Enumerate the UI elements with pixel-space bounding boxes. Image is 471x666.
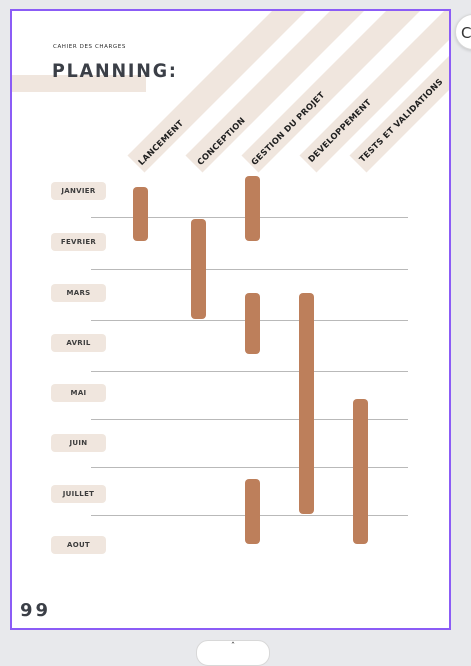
gridline — [91, 371, 408, 372]
gantt-bar-gestion-du-projet — [245, 479, 260, 544]
gridline — [91, 467, 408, 468]
month-label-mars: MARS — [51, 284, 106, 302]
title-band — [12, 75, 146, 92]
month-label-mai: MAI — [51, 384, 106, 402]
page-title: PLANNING: — [52, 60, 178, 82]
gridline — [91, 269, 408, 270]
month-label-avril: AVRIL — [51, 334, 106, 352]
gantt-bar-conception — [191, 219, 206, 319]
month-label-aout: AOUT — [51, 536, 106, 554]
gantt-bar-gestion-du-projet — [245, 176, 260, 241]
gantt-bar-lancement — [133, 187, 148, 241]
month-label-juin: JUIN — [51, 434, 106, 452]
month-label-janvier: JANVIER — [51, 182, 106, 200]
document-subtitle: CAHIER DES CHARGES — [53, 44, 126, 50]
gantt-bar-developpement — [299, 293, 314, 514]
gridline — [91, 419, 408, 420]
gantt-bar-tests-et-validations — [353, 399, 368, 544]
side-panel-button[interactable]: C — [455, 14, 471, 50]
gantt-bar-gestion-du-projet — [245, 293, 260, 354]
month-label-juillet: JUILLET — [51, 485, 106, 503]
page-number: 99 — [20, 600, 52, 621]
expand-tab[interactable]: ˆ — [196, 640, 270, 666]
document-page: CAHIER DES CHARGES PLANNING: LANCEMENT C… — [10, 9, 451, 630]
month-label-fevrier: FEVRIER — [51, 233, 106, 251]
